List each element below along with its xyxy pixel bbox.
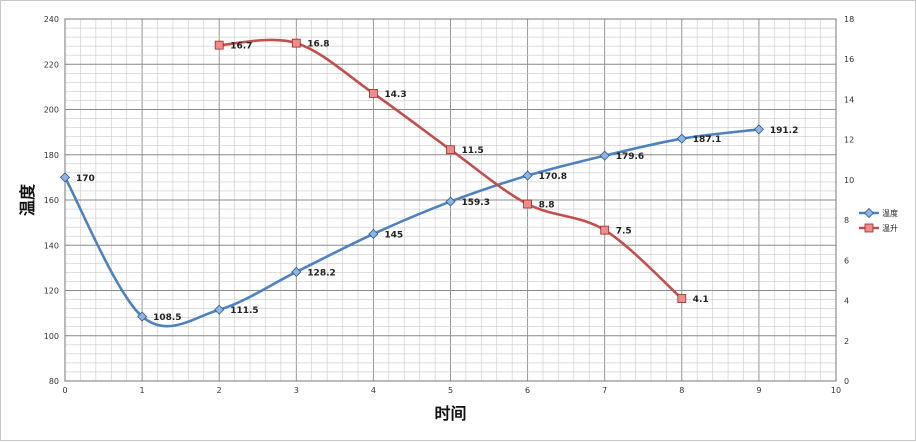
data-point bbox=[59, 172, 71, 183]
y-right-tick-label: 8 bbox=[844, 216, 849, 225]
x-tick-label: 3 bbox=[294, 386, 299, 395]
data-label: 108.5 bbox=[153, 313, 181, 323]
y-right-tick-label: 6 bbox=[844, 256, 849, 265]
data-point bbox=[445, 196, 456, 207]
y-right-tick-label: 0 bbox=[844, 377, 849, 386]
legend-marker bbox=[864, 223, 874, 233]
y-right-tick-label: 16 bbox=[844, 55, 854, 64]
series-line-1 bbox=[63, 128, 761, 328]
data-label: 16.7 bbox=[230, 42, 252, 52]
x-axis-title: 时间 bbox=[434, 404, 466, 423]
series bbox=[59, 38, 764, 328]
y-right-tick-label: 2 bbox=[844, 337, 849, 346]
y-left-tick-label: 160 bbox=[44, 196, 59, 205]
data-point bbox=[599, 150, 610, 161]
data-point bbox=[600, 225, 610, 235]
y-right-tick-label: 18 bbox=[844, 15, 854, 24]
y-left-tick-label: 200 bbox=[44, 106, 59, 115]
data-label: 179.6 bbox=[616, 152, 644, 162]
y-right-tick-label: 4 bbox=[844, 297, 849, 306]
x-tick-label: 1 bbox=[140, 386, 145, 395]
legend-marker bbox=[863, 207, 875, 219]
data-point bbox=[523, 199, 532, 209]
y-left-tick-label: 180 bbox=[44, 151, 59, 160]
data-point bbox=[677, 294, 687, 303]
x-tick-label: 6 bbox=[525, 386, 530, 395]
legend-entry: 温度 bbox=[882, 208, 898, 218]
data-point bbox=[753, 124, 764, 135]
data-label: 187.1 bbox=[693, 135, 721, 145]
y-left-tick-label: 120 bbox=[44, 287, 59, 296]
data-point bbox=[368, 228, 379, 240]
data-label: 4.1 bbox=[693, 295, 709, 305]
data-label: 170.8 bbox=[539, 172, 567, 182]
y-left-tick-label: 100 bbox=[44, 332, 59, 341]
data-label: 16.8 bbox=[307, 40, 329, 50]
y-right-tick-label: 10 bbox=[844, 176, 854, 185]
data-label: 7.5 bbox=[616, 227, 632, 237]
data-point bbox=[676, 133, 687, 144]
data-point bbox=[214, 304, 225, 315]
x-tick-label: 9 bbox=[756, 386, 761, 395]
x-tick-label: 0 bbox=[62, 386, 67, 395]
plot-area-border bbox=[64, 18, 837, 382]
y-left-tick-label: 140 bbox=[44, 241, 59, 250]
x-tick-label: 4 bbox=[371, 386, 376, 395]
grid bbox=[64, 18, 837, 382]
data-label: 14.3 bbox=[384, 90, 406, 100]
x-tick-label: 5 bbox=[448, 386, 453, 395]
data-point bbox=[137, 311, 148, 322]
y-left-tick-label: 240 bbox=[44, 15, 59, 24]
x-tick-label: 7 bbox=[602, 386, 607, 395]
y-left-tick-label: 220 bbox=[44, 60, 59, 69]
data-point bbox=[368, 89, 378, 98]
data-label: 145 bbox=[384, 230, 403, 240]
data-label: 8.8 bbox=[539, 201, 555, 211]
axes: 0 1 2 3 4 5 6 7 8 9 108010012014016018020022024002… bbox=[44, 15, 854, 395]
y-axis-title: 温度 bbox=[18, 183, 37, 217]
x-tick-label: 10 bbox=[831, 386, 841, 395]
data-point bbox=[214, 40, 224, 50]
data-point bbox=[522, 170, 533, 181]
y-left-tick-label: 80 bbox=[49, 377, 59, 386]
data-point bbox=[291, 266, 302, 278]
data-label: 159.3 bbox=[462, 198, 490, 208]
data-label: 11.5 bbox=[462, 146, 484, 156]
data-labels: 170 108.5 111.5 128.2 145 159.3 170.8 179.6 187.… bbox=[76, 40, 798, 323]
data-label: 111.5 bbox=[230, 306, 258, 316]
y-right-tick-label: 14 bbox=[844, 95, 854, 104]
x-tick-label: 2 bbox=[217, 386, 222, 395]
data-label: 170 bbox=[76, 174, 95, 184]
data-point bbox=[291, 38, 301, 48]
data-point bbox=[446, 145, 455, 155]
legend-entry: 温升 bbox=[882, 224, 898, 233]
y-right-tick-label: 12 bbox=[844, 136, 854, 145]
data-label: 191.2 bbox=[770, 126, 798, 136]
data-label: 128.2 bbox=[307, 268, 335, 278]
x-tick-label: 8 bbox=[679, 386, 684, 395]
